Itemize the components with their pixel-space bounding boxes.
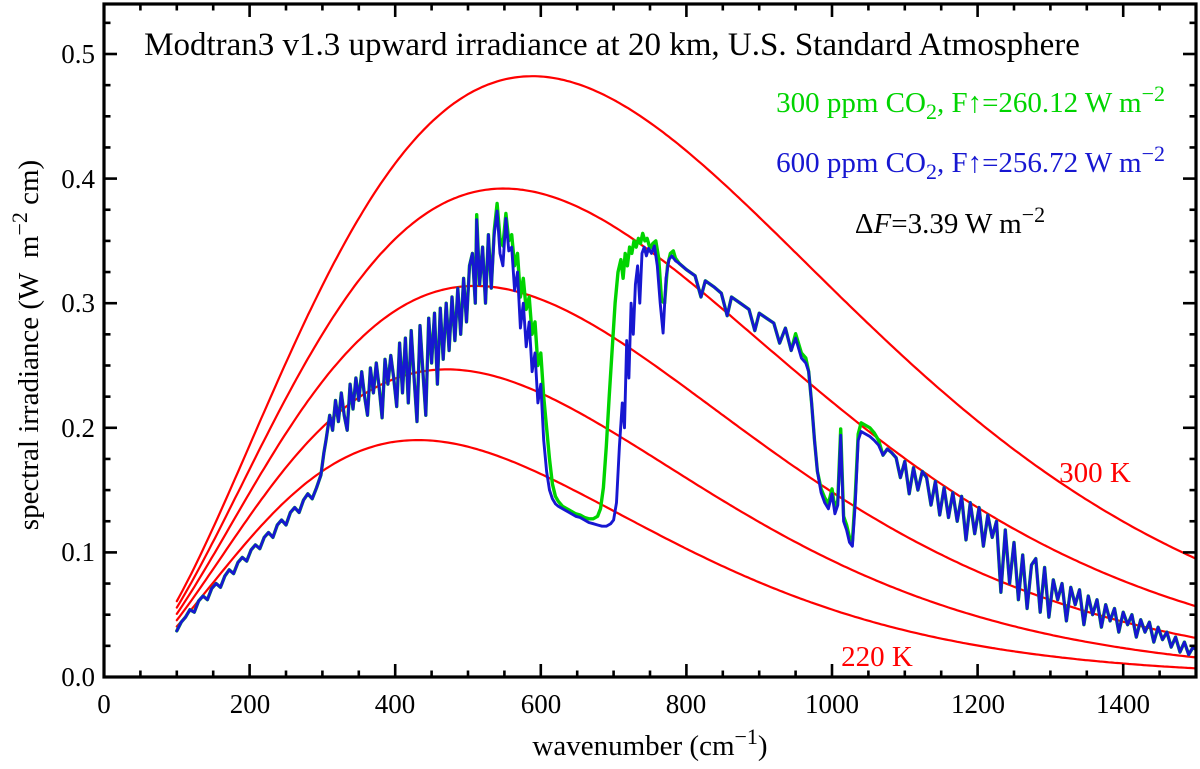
- x-axis-title-post: ): [758, 730, 768, 762]
- y-axis-title-post: cm): [13, 160, 45, 212]
- x-tick-label: 0: [97, 689, 111, 719]
- planck-curve-300K: [175, 75, 1196, 603]
- delta-symbol: Δ: [855, 208, 874, 240]
- curves-layer: [175, 75, 1196, 670]
- y-axis-title-pre: spectral irradiance (W m: [13, 235, 45, 530]
- planck-label-300K: 300 K: [1059, 457, 1131, 489]
- x-tick-label: 600: [521, 689, 562, 719]
- delta-f-sup: −2: [1022, 202, 1045, 227]
- y-tick-label: 0.3: [61, 288, 95, 318]
- legend-600ppm-pre: 600 ppm CO: [776, 147, 926, 179]
- legend-600ppm-mid: , F↑=256.72 W m: [937, 147, 1142, 179]
- y-axis-title-sup: −2: [7, 212, 32, 235]
- x-tick-label: 1400: [1096, 689, 1150, 719]
- legend-300ppm-pre: 300 ppm CO: [776, 87, 926, 119]
- legend-600ppm-sub: 2: [926, 159, 937, 184]
- legend-300ppm: 300 ppm CO2, F↑=260.12 W m−2: [776, 81, 1165, 124]
- y-tick-labels: 0.0 0.1 0.2 0.3 0.4 0.5: [61, 39, 95, 692]
- x-axis-title-sup: −1: [735, 724, 758, 749]
- spectrum-600ppm: [175, 209, 1196, 657]
- legend-600ppm-sup: −2: [1142, 141, 1165, 166]
- delta-f-value: =3.39 W m: [891, 208, 1022, 240]
- y-tick-label: 0.1: [61, 537, 95, 567]
- y-tick-label: 0.0: [61, 662, 95, 692]
- plot-title: Modtran3 v1.3 upward irradiance at 20 km…: [144, 27, 1080, 63]
- x-tick-label: 1000: [805, 689, 859, 719]
- planck-curve-220K: [175, 439, 1196, 670]
- x-axis-title-pre: wavenumber (cm: [532, 730, 735, 762]
- legend-300ppm-sub: 2: [926, 99, 937, 124]
- x-tick-labels: 0 200 400 600 800 1000 1200 1400: [97, 689, 1150, 719]
- legend-300ppm-mid: , F↑=260.12 W m: [937, 87, 1142, 119]
- planck-curve-240K: [175, 368, 1196, 659]
- x-tick-label: 200: [230, 689, 271, 719]
- delta-f-letter: F: [873, 208, 892, 240]
- plot-frame: [102, 2, 1198, 679]
- legend-300ppm-sup: −2: [1142, 81, 1165, 106]
- y-tick-label: 0.5: [61, 39, 95, 69]
- planck-label-220K: 220 K: [841, 641, 913, 673]
- x-axis-title: wavenumber (cm−1): [532, 724, 767, 762]
- y-tick-label: 0.4: [61, 164, 95, 194]
- x-tick-label: 400: [375, 689, 416, 719]
- y-tick-label: 0.2: [61, 413, 95, 443]
- y-axis-title: spectral irradiance (W m−2 cm): [7, 160, 45, 530]
- delta-f-annotation: ΔF=3.39 W m−2: [855, 202, 1045, 240]
- legend-600ppm: 600 ppm CO2, F↑=256.72 W m−2: [776, 141, 1165, 184]
- x-tick-label: 800: [666, 689, 707, 719]
- x-tick-label: 1200: [951, 689, 1005, 719]
- planck-curve-280K: [175, 187, 1196, 609]
